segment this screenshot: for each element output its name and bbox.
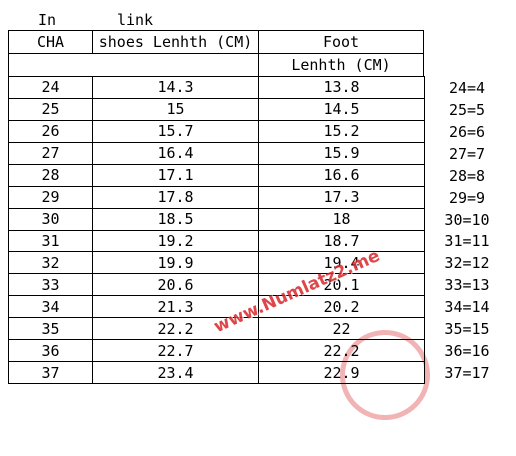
size-map: 31=11: [444, 232, 490, 251]
size-cell: 29: [8, 185, 93, 209]
size-map: 37=17: [444, 364, 490, 383]
size-cell: 32: [8, 251, 93, 275]
shoe-length-cell: 22.7: [92, 339, 259, 363]
header-shoes: shoes Lenhth (CM): [92, 30, 259, 54]
shoe-length-cell: 14.3: [92, 76, 259, 99]
foot-length-cell: 15.2: [258, 119, 425, 143]
size-cell: 24: [8, 76, 93, 99]
foot-length-cell: 16.6: [258, 163, 425, 187]
shoe-length-cell: 18.5: [92, 207, 259, 231]
size-cell: 33: [8, 273, 93, 297]
size-map: 35=15: [444, 320, 490, 339]
size-map: 26=6: [448, 122, 486, 141]
header-foot-unit: Lenhth (CM): [258, 53, 424, 77]
size-cell: 35: [8, 317, 93, 341]
size-cell: 26: [8, 119, 93, 143]
size-cell: 37: [8, 361, 93, 384]
size-cell: 27: [8, 141, 93, 165]
foot-length-cell: 18: [258, 207, 425, 231]
size-cell: 28: [8, 163, 93, 187]
shoe-length-cell: 23.4: [92, 361, 259, 384]
shoe-length-cell: 16.4: [92, 141, 259, 165]
size-map: 36=16: [444, 342, 490, 361]
foot-length-cell: 18.7: [258, 229, 425, 253]
size-cell: 31: [8, 229, 93, 253]
size-map: 30=10: [444, 210, 490, 229]
shoe-length-cell: 19.2: [92, 229, 259, 253]
foot-length-cell: 14.5: [258, 97, 425, 121]
size-map: 29=9: [448, 188, 486, 207]
size-map: 34=14: [444, 298, 490, 317]
header-blank: [8, 53, 259, 77]
size-map: 33=13: [444, 276, 490, 295]
shoe-length-cell: 17.8: [92, 185, 259, 209]
size-cell: 36: [8, 339, 93, 363]
shoe-length-cell: 17.1: [92, 163, 259, 187]
shoe-length-cell: 19.9: [92, 251, 259, 275]
foot-length-cell: 13.8: [258, 76, 425, 99]
foot-length-cell: 22: [258, 317, 425, 341]
size-map: 24=4: [448, 78, 486, 97]
size-cell: 25: [8, 97, 93, 121]
header-in: In: [37, 11, 57, 29]
size-cell: 30: [8, 207, 93, 231]
shoe-length-cell: 15: [92, 97, 259, 121]
stamp: [340, 330, 430, 420]
foot-length-cell: 15.9: [258, 141, 425, 165]
size-map: 28=8: [448, 166, 486, 185]
header-cha: CHA: [8, 30, 93, 54]
foot-length-cell: 22.2: [258, 339, 425, 363]
size-map: 32=12: [444, 254, 490, 273]
shoe-length-cell: 20.6: [92, 273, 259, 297]
size-map: 25=5: [448, 100, 486, 119]
size-map: 27=7: [448, 144, 486, 163]
header-link: link: [116, 11, 154, 29]
header-foot: Foot: [258, 30, 424, 54]
foot-length-cell: 17.3: [258, 185, 425, 209]
shoe-length-cell: 15.7: [92, 119, 259, 143]
foot-length-cell: 22.9: [258, 361, 425, 384]
size-cell: 34: [8, 295, 93, 319]
